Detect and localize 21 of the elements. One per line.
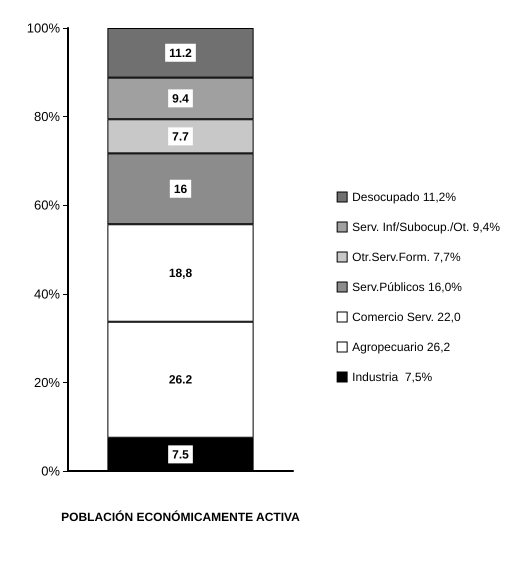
y-tick-label: 40% bbox=[34, 286, 60, 302]
y-tick-label: 80% bbox=[34, 109, 60, 124]
legend-label: Otr.Serv.Form. 7,7% bbox=[352, 250, 461, 264]
data-label: 11.2 bbox=[169, 46, 192, 60]
y-tick-label: 20% bbox=[34, 374, 60, 390]
legend-label: Agropecuario 26,2 bbox=[352, 340, 451, 354]
legend-label: Industria 7,5% bbox=[352, 370, 433, 384]
data-label: 26.2 bbox=[168, 372, 192, 387]
data-label: 16 bbox=[174, 182, 188, 196]
data-label: 7.7 bbox=[172, 129, 190, 144]
x-axis-title: POBLACIÓN ECONÓMICAMENTE ACTIVA bbox=[61, 510, 300, 524]
legend-label: Serv. Inf/Subocup./Ot. 9,4% bbox=[352, 220, 500, 234]
legend-label: Desocupado 11,2% bbox=[352, 190, 456, 204]
legend-label: Comercio Serv. 22,0 bbox=[352, 310, 461, 324]
annotation: 18,8 bbox=[168, 266, 192, 280]
data-label: 7.5 bbox=[172, 447, 190, 462]
y-tick-label: 100% bbox=[26, 20, 60, 36]
legend-label: Serv.Públicos 16,0% bbox=[352, 280, 462, 294]
y-tick-label: 60% bbox=[34, 198, 60, 213]
data-label: 9.4 bbox=[172, 91, 190, 106]
y-tick-label: 0% bbox=[41, 464, 60, 478]
